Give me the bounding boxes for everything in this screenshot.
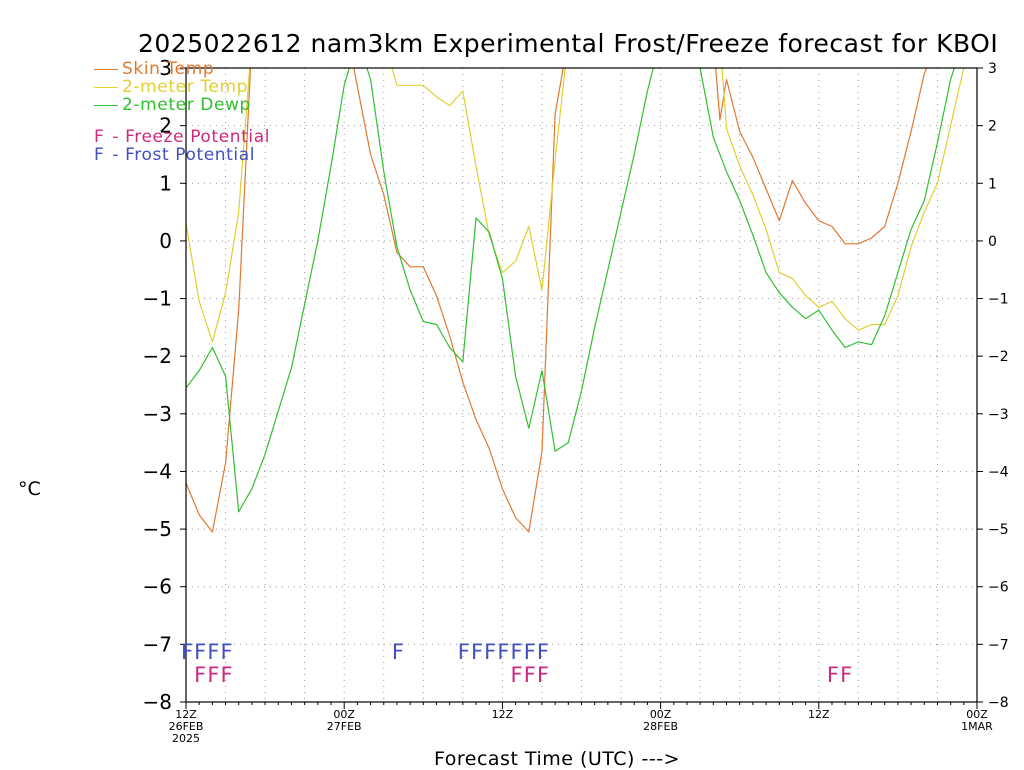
y-tick-label-left: 0	[159, 229, 172, 253]
legend-text-frost: - Frost Potential	[112, 145, 256, 165]
freeze-flag: F	[827, 663, 839, 687]
y-tick-label-right: −1	[988, 292, 1009, 308]
y-tick-label-right: 2	[988, 119, 997, 135]
legend-2m-dewp: 2-meter Dewp	[94, 95, 251, 115]
y-tick-label-left: −5	[143, 517, 172, 541]
frost-flag: F	[471, 640, 483, 664]
frost-flag: F	[511, 640, 523, 664]
freeze-flag: F	[524, 663, 536, 687]
y-tick-label-right: −4	[988, 464, 1009, 480]
frost-flag: F	[392, 640, 404, 664]
legend-skin-temp: Skin Temp	[94, 59, 214, 79]
series-layer	[186, 68, 965, 533]
y-tick-label-right: −8	[988, 695, 1009, 711]
y-tick-label-left: −4	[143, 459, 172, 483]
freeze-flag: F	[207, 663, 219, 687]
frost-flag: F	[194, 640, 206, 664]
grid	[186, 68, 977, 702]
plot-frame	[185, 67, 978, 703]
x-tick-label: 00Z	[333, 708, 355, 721]
legend-label-2m-temp: 2-meter Temp	[122, 77, 248, 97]
legend-swatch-skin-temp	[94, 68, 118, 70]
y-tick-label-right: −5	[988, 522, 1009, 538]
x-tick-label: 00Z	[650, 708, 672, 721]
frost-freeze-flags: F F F F F F F F F F F FF F F F F F F F	[181, 640, 852, 687]
legend-swatch-2m-temp	[94, 86, 118, 88]
y-tick-label-right: −7	[988, 637, 1009, 653]
frost-flag: F	[497, 640, 509, 664]
y-tick-label-left: −7	[143, 632, 172, 656]
x-tick-label: 12Z	[492, 708, 514, 721]
frost-flag: F	[524, 640, 536, 664]
y-tick-label-left: 3	[159, 56, 172, 80]
y-tick-label-right: −6	[988, 580, 1009, 596]
y-tick-label-right: 1	[988, 176, 997, 192]
legend-2m-temp: 2-meter Temp	[94, 77, 248, 97]
legend-swatch-2m-dewp	[94, 104, 118, 106]
y-tick-label-left: −6	[143, 575, 172, 599]
legend-label-skin-temp: Skin Temp	[122, 59, 215, 79]
legend-freeze-potential: F - Freeze Potential	[94, 127, 270, 147]
x-tick-label: 28FEB	[643, 720, 678, 733]
freeze-flag: F	[537, 663, 549, 687]
x-tick-label: 12Z	[175, 708, 197, 721]
x-tick-label: 27FEB	[327, 720, 362, 733]
y-tick-label-right: −2	[988, 349, 1009, 365]
y-tick-label-left: −2	[143, 344, 172, 368]
x-axis-label: Forecast Time (UTC) --->	[434, 748, 680, 770]
x-tick-label: 2025	[172, 732, 200, 745]
ticks: 3 3 2 2 1 1 0 0 −1 −1 −2 −2 −3 −3 −4 −4 −5 −5 −6 −6 −7 −7 −8 −8…	[143, 56, 1009, 745]
frost-flag: F	[207, 640, 219, 664]
x-tick-label: 1MAR	[961, 720, 993, 733]
series-skin-temp	[186, 68, 928, 533]
freeze-flag: F	[221, 663, 233, 687]
x-tick-label: 12Z	[808, 708, 830, 721]
y-axis-unit-label: °C	[18, 478, 41, 500]
legend-flag-freeze: F	[94, 127, 105, 147]
y-tick-label-left: −8	[143, 690, 172, 714]
frost-flag: F	[221, 640, 233, 664]
freeze-flag: F	[511, 663, 523, 687]
x-tick-label: 26FEB	[169, 720, 204, 733]
frost-flag: F	[484, 640, 496, 664]
freeze-flag: F	[840, 663, 852, 687]
y-tick-label-left: 1	[159, 171, 172, 195]
series-2-meter-temp	[186, 68, 965, 343]
y-tick-label-right: 0	[988, 234, 997, 250]
legend-frost-potential: F - Frost Potential	[94, 145, 255, 165]
chart-title: 2025022612 nam3km Experimental Frost/Fre…	[138, 29, 999, 58]
y-tick-label-left: −3	[143, 402, 172, 426]
series-2-meter-dewp	[186, 68, 955, 513]
legend-flag-frost: F	[94, 145, 105, 165]
y-tick-label-left: −1	[143, 287, 172, 311]
frost-flag: F	[537, 640, 549, 664]
legend-text-freeze: - Freeze Potential	[112, 127, 271, 147]
frost-flag: F	[458, 640, 470, 664]
y-tick-label-right: 3	[988, 61, 997, 77]
freeze-flag: F	[194, 663, 206, 687]
y-tick-label-right: −3	[988, 407, 1009, 423]
legend-label-2m-dewp: 2-meter Dewp	[122, 95, 251, 115]
frost-flag: F	[181, 640, 193, 664]
x-tick-label: 00Z	[966, 708, 988, 721]
y-tick-label-left: 2	[159, 114, 172, 138]
